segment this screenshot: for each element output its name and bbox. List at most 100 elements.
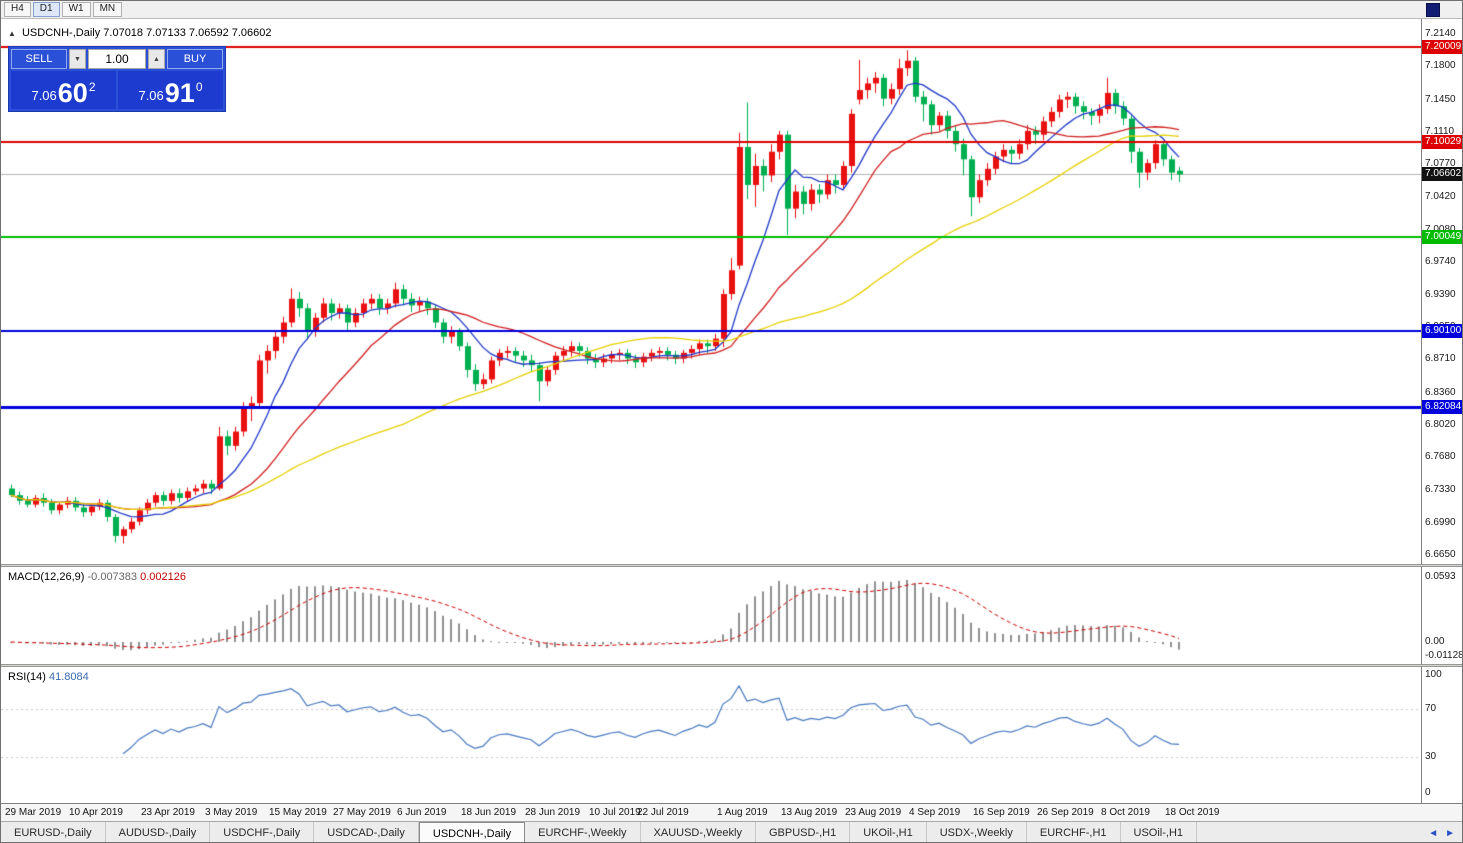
date-tick-label: 18 Oct 2019	[1165, 807, 1220, 818]
date-tick-label: 6 Jun 2019	[397, 807, 447, 818]
price-tick: 7.2140	[1425, 28, 1456, 40]
price-tick: 7.1450	[1425, 93, 1456, 105]
chart-ohlc-values: 7.07018 7.07133 7.06592 7.06602	[103, 27, 272, 39]
price-tick: 6.6650	[1425, 548, 1456, 560]
date-tick-label: 3 May 2019	[205, 807, 258, 818]
rsi-scale[interactable]: 100 70 30 0	[1421, 667, 1462, 803]
sell-button[interactable]: SELL	[11, 49, 67, 69]
date-tick-label: 1 Aug 2019	[717, 807, 768, 818]
timeframe-button-mn[interactable]: MN	[92, 2, 123, 17]
tab-scroll-left-icon[interactable]: ◄	[1428, 827, 1439, 839]
macd-canvas[interactable]	[1, 567, 1421, 664]
timeframe-button-d1[interactable]: D1	[32, 2, 60, 17]
price-tick: 6.8020	[1425, 418, 1456, 430]
date-tick-label: 10 Jul 2019	[589, 807, 641, 818]
chart-tab-ukoil-h1[interactable]: UKOil-,H1	[850, 822, 927, 842]
rsi-label: RSI(14) 41.8084	[8, 671, 89, 683]
date-tick-label: 23 Apr 2019	[141, 807, 195, 818]
price-level-badge: 7.06602	[1422, 167, 1462, 182]
timeframe-button-w1[interactable]: W1	[61, 2, 91, 17]
panel-splitter[interactable]	[1, 664, 1462, 667]
price-tick: 6.6990	[1425, 516, 1456, 528]
rsi-name: RSI(14)	[8, 671, 46, 683]
date-tick-label: 18 Jun 2019	[461, 807, 517, 818]
chart-tab-usdcnh-daily[interactable]: USDCNH-,Daily	[418, 822, 526, 842]
price-level-badge: 6.82084	[1422, 400, 1462, 415]
rsi-canvas[interactable]	[1, 667, 1421, 803]
macd-scale-tick: -0.011289	[1425, 650, 1462, 661]
price-level-badge: 7.20009	[1422, 40, 1462, 55]
price-tick: 6.7330	[1425, 484, 1456, 496]
date-tick-label: 4 Sep 2019	[909, 807, 961, 818]
date-tick-label: 16 Sep 2019	[973, 807, 1030, 818]
price-scale[interactable]: 7.2140 7.1800 7.1450 7.1110 7.0770 7.0420 7.00…	[1421, 18, 1462, 564]
date-tick-label: 8 Oct 2019	[1101, 807, 1150, 818]
collapse-arrow-icon[interactable]: ▲	[8, 29, 16, 38]
date-tick-label: 10 Apr 2019	[69, 807, 123, 818]
tab-scroll-right-icon[interactable]: ►	[1445, 827, 1455, 839]
one-click-trading-panel: SELL ▼ 1.00 ▲ BUY 7.06 60 2 7.06 91 0	[8, 46, 226, 112]
price-tick: 7.1800	[1425, 60, 1456, 72]
sell-price-big-digits: 60	[57, 78, 88, 108]
rsi-scale-tick: 100	[1425, 669, 1442, 680]
chart-tab-bar: EURUSD-,Daily AUDUSD-,Daily USDCHF-,Daily U…	[1, 821, 1462, 842]
chart-tab-usoil-h1[interactable]: USOil-,H1	[1120, 822, 1198, 842]
chart-tab-usdchf-daily[interactable]: USDCHF-,Daily	[210, 822, 315, 842]
rsi-value: 41.8084	[48, 671, 89, 683]
chart-tab-eurchf-h1[interactable]: EURCHF-,H1	[1026, 822, 1121, 842]
price-tick: 6.8710	[1425, 353, 1456, 365]
chart-dock-icon[interactable]	[1426, 3, 1440, 17]
price-tick: 7.0420	[1425, 191, 1456, 203]
price-level-badge: 7.10029	[1422, 134, 1462, 149]
sell-price-pipette: 2	[88, 80, 96, 94]
date-tick-label: 26 Sep 2019	[1037, 807, 1094, 818]
date-tick-label: 22 Jul 2019	[637, 807, 689, 818]
buy-price-big-digits: 91	[164, 78, 195, 108]
date-tick-label: 15 May 2019	[269, 807, 327, 818]
macd-label: MACD(12,26,9) -0.007383 0.002126	[8, 571, 186, 583]
chart-title: ▲ USDCNH-,Daily 7.07018 7.07133 7.06592 …	[8, 27, 272, 39]
main-chart-panel: ▲ USDCNH-,Daily 7.07018 7.07133 7.06592 …	[1, 18, 1462, 564]
rsi-scale-tick: 30	[1425, 751, 1437, 762]
buy-button[interactable]: BUY	[167, 49, 223, 69]
volume-decrease-button[interactable]: ▼	[69, 49, 86, 69]
macd-scale-tick: 0.00	[1425, 636, 1445, 647]
chart-tab-usdcad-daily[interactable]: USDCAD-,Daily	[314, 822, 419, 842]
macd-main-value: -0.007383	[87, 571, 138, 583]
macd-panel: MACD(12,26,9) -0.007383 0.002126 0.0593 0…	[1, 567, 1462, 664]
price-tick: 6.9740	[1425, 255, 1456, 267]
timeframe-toolbar: H4 D1 W1 MN	[1, 1, 1462, 19]
buy-price-display[interactable]: 7.06 91 0	[118, 71, 223, 109]
price-tick: 7.0080	[1425, 224, 1456, 235]
macd-signal-value: 0.002126	[140, 571, 186, 583]
main-chart-canvas[interactable]	[1, 18, 1421, 564]
chart-tab-eurchf-weekly[interactable]: EURCHF-,Weekly	[525, 822, 641, 842]
price-tick: 6.9390	[1425, 288, 1456, 300]
sell-price-prefix: 7.06	[31, 88, 57, 103]
timeframe-button-h4[interactable]: H4	[4, 2, 31, 17]
price-level-badge: 7.00049	[1422, 229, 1462, 244]
date-tick-label: 23 Aug 2019	[845, 807, 902, 818]
macd-scale[interactable]: 0.0593 0.00 -0.011289	[1421, 567, 1462, 664]
sell-price-display[interactable]: 7.06 60 2	[11, 71, 116, 109]
panel-splitter[interactable]	[1, 564, 1462, 567]
volume-input[interactable]: 1.00	[88, 49, 146, 69]
date-axis[interactable]: 29 Mar 2019 10 Apr 2019 23 Apr 2019 3 May 2…	[1, 803, 1462, 821]
chart-tab-eurusd-daily[interactable]: EURUSD-,Daily	[1, 822, 106, 842]
price-level-badge: 6.90100	[1422, 324, 1462, 339]
volume-increase-button[interactable]: ▲	[148, 49, 165, 69]
macd-scale-tick: 0.0593	[1425, 571, 1456, 582]
date-tick-label: 29 Mar 2019	[5, 807, 62, 818]
chart-tab-xauusd-weekly[interactable]: XAUUSD-,Weekly	[640, 822, 756, 842]
buy-price-pipette: 0	[195, 80, 203, 94]
price-tick: 7.1110	[1425, 125, 1455, 137]
chart-tab-gbpusd-h1[interactable]: GBPUSD-,H1	[755, 822, 851, 842]
chart-tab-usdx-weekly[interactable]: USDX-,Weekly	[926, 822, 1027, 842]
price-tick: 7.0770	[1425, 158, 1456, 170]
chart-tab-audusd-daily[interactable]: AUDUSD-,Daily	[105, 822, 211, 842]
date-tick-label: 13 Aug 2019	[781, 807, 838, 818]
date-tick-label: 28 Jun 2019	[525, 807, 581, 818]
macd-name: MACD(12,26,9)	[8, 571, 85, 583]
rsi-scale-tick: 0	[1425, 787, 1431, 798]
